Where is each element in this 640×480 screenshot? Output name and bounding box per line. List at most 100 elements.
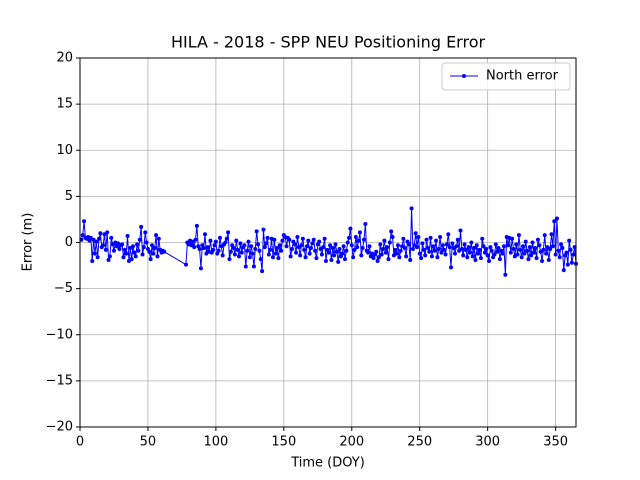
data-point bbox=[448, 265, 453, 270]
data-point bbox=[197, 246, 202, 251]
ticks: 0 50 100 150 200 250 300 350 −20 −15 −10 −5 0 5 10 15 20 bbox=[46, 51, 568, 450]
data-point bbox=[521, 244, 526, 249]
data-point bbox=[549, 232, 554, 237]
data-point bbox=[376, 255, 381, 260]
data-point bbox=[557, 255, 562, 260]
data-point bbox=[228, 249, 233, 254]
data-point bbox=[250, 251, 255, 256]
data-point bbox=[270, 255, 275, 260]
data-point bbox=[461, 253, 466, 258]
data-point bbox=[341, 244, 346, 249]
x-tick-label: 150 bbox=[271, 435, 296, 450]
data-point bbox=[465, 255, 470, 260]
data-point bbox=[314, 256, 319, 261]
data-point bbox=[152, 246, 157, 251]
data-point bbox=[322, 236, 327, 241]
data-point bbox=[446, 232, 451, 237]
y-tick-label: 15 bbox=[56, 97, 73, 112]
data-point bbox=[501, 244, 506, 249]
data-point bbox=[253, 246, 258, 251]
legend-label: North error bbox=[486, 69, 559, 84]
data-point bbox=[226, 230, 231, 235]
data-point bbox=[440, 243, 445, 248]
data-point bbox=[481, 244, 486, 249]
data-point bbox=[344, 248, 349, 253]
data-point bbox=[516, 233, 521, 238]
data-point bbox=[80, 233, 85, 238]
data-point bbox=[443, 252, 448, 257]
data-point bbox=[459, 246, 464, 251]
data-point bbox=[357, 230, 362, 235]
data-point bbox=[106, 258, 111, 263]
data-point bbox=[366, 250, 371, 255]
data-point bbox=[500, 251, 505, 256]
data-point bbox=[527, 245, 532, 250]
data-point bbox=[310, 241, 315, 246]
data-point bbox=[313, 248, 318, 253]
data-point bbox=[477, 247, 482, 252]
data-point bbox=[535, 237, 540, 242]
data-point bbox=[256, 242, 261, 247]
data-point bbox=[147, 249, 152, 254]
data-point bbox=[390, 234, 395, 239]
data-point bbox=[201, 246, 206, 251]
data-point bbox=[288, 254, 293, 259]
data-point bbox=[478, 256, 483, 261]
data-point bbox=[436, 246, 441, 251]
data-point bbox=[347, 235, 352, 240]
data-point bbox=[258, 257, 263, 262]
data-point bbox=[120, 242, 125, 247]
data-point bbox=[359, 253, 364, 258]
data-point bbox=[268, 247, 273, 252]
data-point bbox=[302, 247, 307, 252]
x-tick-label: 250 bbox=[407, 435, 432, 450]
data-point bbox=[371, 256, 376, 261]
data-point bbox=[420, 241, 425, 246]
data-point bbox=[522, 251, 527, 256]
data-point bbox=[363, 222, 368, 227]
plot bbox=[79, 206, 578, 277]
data-point bbox=[355, 245, 360, 250]
data-point bbox=[334, 249, 339, 254]
data-point bbox=[235, 247, 240, 252]
data-point bbox=[383, 250, 388, 255]
data-point bbox=[82, 219, 87, 224]
chart-title: HILA - 2018 - SPP NEU Positioning Error bbox=[171, 33, 486, 52]
data-point bbox=[423, 253, 428, 258]
data-point bbox=[303, 255, 308, 260]
data-point bbox=[249, 244, 254, 249]
data-point bbox=[317, 239, 322, 244]
data-point bbox=[304, 244, 309, 249]
y-tick-label: 20 bbox=[56, 51, 73, 66]
data-point bbox=[569, 260, 574, 265]
data-point bbox=[125, 234, 130, 239]
data-point bbox=[492, 252, 497, 257]
data-point bbox=[162, 249, 167, 254]
data-point bbox=[356, 238, 361, 243]
data-point bbox=[559, 242, 564, 247]
data-point bbox=[489, 248, 494, 253]
data-point bbox=[211, 247, 216, 252]
data-point bbox=[280, 238, 285, 243]
data-point bbox=[362, 237, 367, 242]
data-point bbox=[554, 216, 559, 221]
data-point bbox=[242, 243, 247, 248]
data-point bbox=[518, 247, 523, 252]
data-point bbox=[336, 259, 341, 264]
data-point bbox=[463, 247, 468, 252]
data-point bbox=[139, 224, 144, 229]
data-point bbox=[351, 255, 356, 260]
data-point bbox=[349, 243, 354, 248]
data-point bbox=[360, 246, 365, 251]
data-point bbox=[472, 246, 477, 251]
data-point bbox=[155, 254, 160, 259]
data-point bbox=[553, 252, 558, 257]
data-point bbox=[427, 249, 432, 254]
data-point bbox=[183, 262, 188, 267]
data-point bbox=[213, 239, 218, 244]
data-point bbox=[374, 249, 379, 254]
data-point bbox=[92, 251, 97, 256]
data-point bbox=[474, 243, 479, 248]
data-point bbox=[260, 269, 265, 274]
